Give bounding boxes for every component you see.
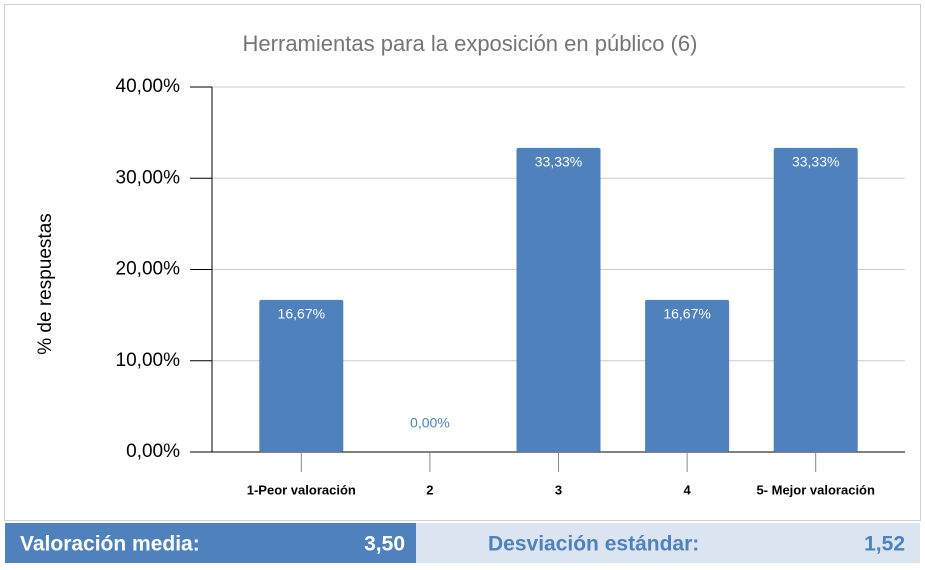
y-axis-label: % de respuestas bbox=[35, 213, 56, 355]
stat-value: 1,52 bbox=[864, 533, 905, 556]
y-tick-label: 10,00% bbox=[116, 350, 181, 371]
y-tick-label: 30,00% bbox=[116, 167, 181, 188]
x-tick-label: 5- Mejor valoración bbox=[756, 482, 875, 497]
chart-title: Herramientas para la exposición en públi… bbox=[243, 31, 698, 56]
data-label: 33,33% bbox=[535, 154, 582, 170]
footer-box bbox=[416, 523, 920, 563]
stat-label: Desviación estándar: bbox=[488, 533, 699, 556]
data-label: 16,67% bbox=[278, 306, 325, 322]
chart-frame bbox=[4, 4, 921, 521]
y-tick-label: 20,00% bbox=[116, 259, 181, 280]
x-tick-label: 2 bbox=[426, 482, 433, 497]
data-label: 16,67% bbox=[663, 306, 710, 322]
bar bbox=[645, 299, 730, 452]
bar bbox=[773, 147, 858, 452]
bar bbox=[259, 299, 344, 452]
x-tick-label: 1-Peor valoración bbox=[247, 482, 356, 497]
y-tick-label: 0,00% bbox=[126, 441, 180, 462]
footer-box bbox=[5, 523, 416, 563]
data-label: 0,00% bbox=[410, 415, 450, 431]
x-tick-label: 3 bbox=[555, 482, 562, 497]
stat-value: 3,50 bbox=[364, 533, 405, 556]
x-tick-label: 4 bbox=[683, 482, 691, 497]
bar bbox=[516, 147, 601, 452]
stat-label: Valoración media: bbox=[20, 533, 200, 556]
y-tick-label: 40,00% bbox=[116, 76, 181, 97]
data-label: 33,33% bbox=[792, 154, 839, 170]
